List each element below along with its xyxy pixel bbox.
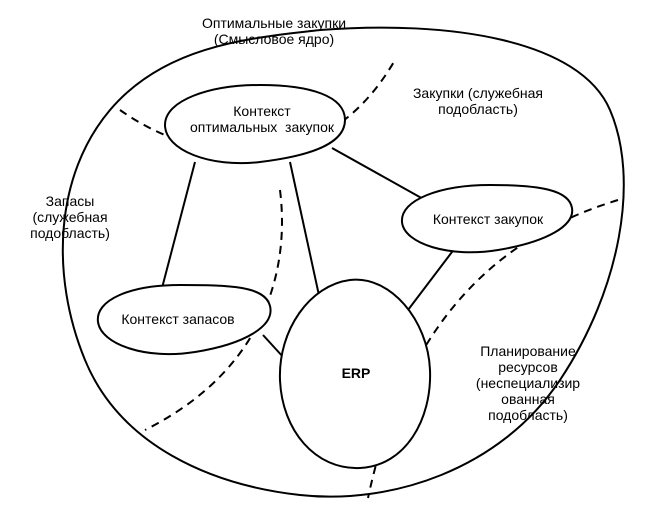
domain-context-diagram: Контекстоптимальных закупокКонтекст заку… [0,0,647,510]
context-label-erp-context: ERP [342,365,371,381]
subdomain-label-resources-label: Планированиересурсов(неспециализированна… [476,343,580,423]
edge-optimal-purchasing-context-to-erp-context [290,162,320,300]
context-label-inventory-context: Контекст запасов [121,311,234,327]
edge-optimal-purchasing-context-to-purchasing-context [332,148,425,200]
context-label-purchasing-context: Контекст закупок [433,211,544,227]
edge-purchasing-context-to-erp-context [408,248,455,310]
subdomain-label-purchasing-label: Закупки (служебнаяподобласть) [413,85,543,117]
edge-optimal-purchasing-context-to-inventory-context [162,162,195,288]
subdomain-label-core-label: Оптимальные закупки(Смысловое ядро) [202,15,346,47]
subdomain-label-inventory-label: Запасы(служебнаяподобласть) [30,193,110,241]
